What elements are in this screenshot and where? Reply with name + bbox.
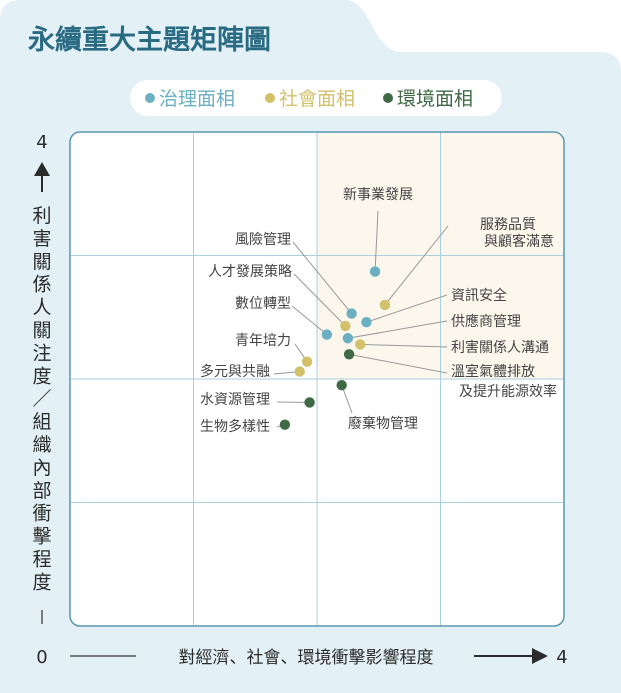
leader-line [360, 343, 448, 348]
legend-marker-social [265, 93, 275, 103]
y-axis-label-char: 織 [32, 434, 51, 456]
leader-line [384, 225, 449, 306]
legend-label-governance: 治理面相 [159, 88, 235, 110]
point-label: 風險管理 [235, 232, 291, 248]
data-point-environment [343, 349, 355, 360]
point-label: 人才發展策略 [208, 263, 292, 280]
leader-line [349, 353, 448, 374]
y-axis-label-char: 係 [32, 274, 51, 296]
point-label-line2: 及提升能源效率 [459, 383, 557, 400]
data-point-social [379, 299, 391, 311]
y-axis-label-char: 度 [32, 571, 51, 593]
legend-label-environment: 環境面相 [397, 88, 473, 110]
y-axis-label-char: 組 [32, 411, 51, 433]
y-axis-label-char: 人 [32, 297, 51, 319]
y-axis-label-char: 關 [32, 320, 51, 342]
y-axis-label-char: 部 [32, 480, 51, 502]
y-axis-label-char: 度 [32, 365, 51, 387]
data-point-governance [346, 308, 357, 319]
leader-line [374, 210, 379, 272]
y-axis-label-char: 害 [32, 228, 51, 250]
legend [130, 80, 502, 116]
point-label: 溫室氣體排放 [451, 363, 535, 380]
data-point-social [355, 339, 366, 350]
point-label: 數位轉型 [235, 296, 291, 312]
point-label: 新事業發展 [343, 187, 413, 203]
data-point-governance [361, 316, 372, 328]
point-label: 廢棄物管理 [348, 415, 418, 432]
point-label: 水資源管理 [200, 392, 270, 408]
data-point-social [294, 366, 305, 377]
data-point-governance [321, 329, 333, 340]
point-label: 資訊安全 [451, 287, 507, 304]
leader-line [293, 273, 346, 327]
legend-marker-environment [383, 93, 393, 103]
x-axis-label: 對經濟、社會、環境衝擊影響程度 [179, 648, 434, 668]
data-points [279, 266, 391, 430]
y-axis-label-char: 程 [32, 549, 51, 571]
data-point-environment [304, 397, 315, 408]
point-label: 利害關係人溝通 [451, 340, 549, 356]
y-tick-0: 0 [36, 647, 47, 668]
point-label: 青年培力 [235, 333, 291, 349]
y-axis-arrow-icon [34, 162, 50, 176]
y-axis-label-char: 注 [32, 342, 51, 364]
plot-border [69, 131, 565, 627]
data-point-social [301, 356, 313, 367]
y-axis-label-char: 衝 [32, 503, 51, 525]
x-axis-arrow-icon [532, 648, 548, 664]
point-label: 多元與共融 [200, 363, 270, 380]
y-tick-4: 4 [36, 132, 47, 153]
point-label: 服務品質 [480, 217, 536, 233]
y-axis-label-char: 擊 [32, 526, 51, 548]
leader-line [291, 305, 328, 335]
leader-line [347, 320, 448, 339]
data-point-governance [342, 333, 354, 344]
grid-lines [70, 132, 564, 626]
point-label-line2: 與顧客滿意 [484, 233, 554, 250]
data-point-environment [336, 379, 347, 391]
y-axis-label-char: 利 [32, 205, 51, 227]
legend-label-social: 社會面相 [279, 88, 355, 110]
data-point-environment [279, 419, 291, 430]
point-label: 生物多樣性 [200, 418, 270, 435]
y-axis-label-char: 關 [32, 251, 51, 273]
data-point-governance [369, 266, 381, 277]
legend-marker-governance [145, 93, 155, 103]
leader-line [366, 294, 448, 323]
data-point-social [340, 320, 351, 332]
leader-line [292, 241, 352, 314]
legend-items: 治理面相 社會面相 環境面相 [145, 88, 473, 110]
point-label: 供應商管理 [451, 313, 521, 330]
chart-title: 永續重大主題矩陣圖 [27, 24, 271, 56]
x-tick-4: 4 [556, 647, 567, 668]
y-axis-label-char: 內 [32, 457, 51, 479]
y-axis-label-char: ／ [32, 388, 51, 410]
